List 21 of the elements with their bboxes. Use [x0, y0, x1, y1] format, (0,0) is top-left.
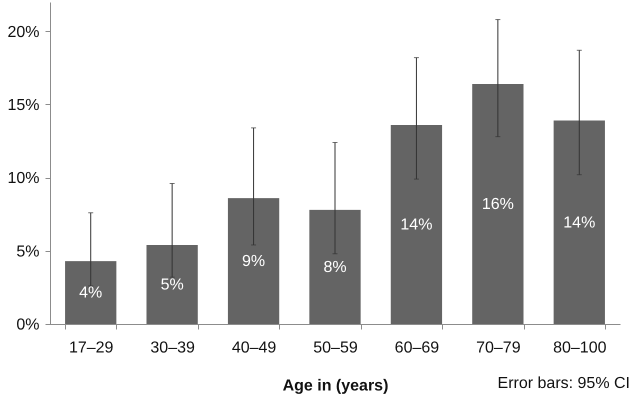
y-tick-label: 0% [16, 316, 40, 334]
y-tick-label: 10% [7, 170, 40, 188]
y-tick-label: 20% [7, 24, 40, 41]
text: Error bars: 95% CI [498, 375, 630, 392]
x-tick-label: 50–59 [313, 340, 358, 356]
x-tick-label: 70–79 [476, 340, 521, 356]
y-tick-label: 5% [16, 243, 40, 260]
data-label: 5% [160, 276, 184, 294]
x-tick-label: 17–29 [68, 340, 114, 356]
x-tick-label: 80–100 [553, 340, 607, 356]
x-tick-label: 40–49 [232, 340, 276, 356]
data-label: 8% [323, 258, 347, 276]
data-label: 14% [563, 214, 596, 232]
x-axis-title: Age in (years) [282, 378, 388, 394]
x-tick-label: 30–39 [150, 340, 195, 356]
y-tick-label: 15% [7, 96, 40, 114]
data-label: 9% [242, 253, 266, 270]
data-label: 16% [482, 196, 514, 213]
data-label: 4% [79, 284, 102, 302]
x-tick-label: 60–69 [394, 340, 440, 356]
data-label: 14% [400, 216, 432, 234]
